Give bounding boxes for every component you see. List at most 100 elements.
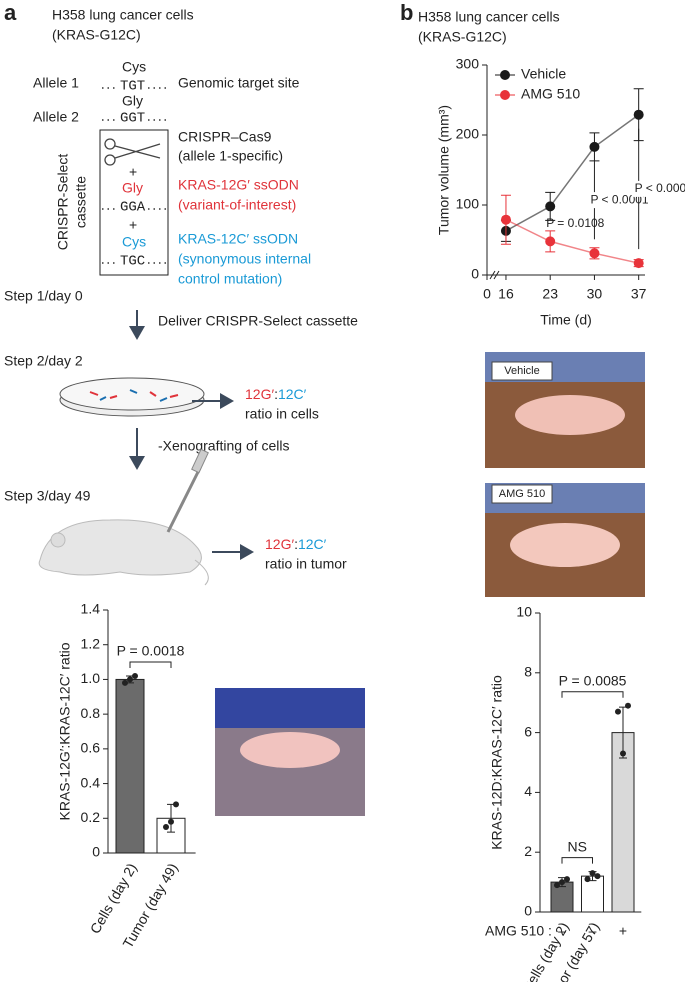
treatment: – bbox=[589, 923, 597, 939]
data-point bbox=[589, 141, 600, 152]
step: Step 2/day 2 bbox=[4, 353, 83, 369]
description: (synonymous internal bbox=[178, 251, 311, 267]
bar bbox=[611, 732, 635, 913]
bracket bbox=[129, 661, 172, 668]
ratio: 12G′:12C′ bbox=[265, 536, 327, 552]
sequence: GGT bbox=[120, 111, 145, 127]
x-tick-label: 30 bbox=[587, 286, 603, 302]
y-tick-label: 0.8 bbox=[81, 705, 101, 721]
data-point bbox=[620, 750, 626, 757]
description: (allele 1-specific) bbox=[178, 148, 283, 164]
step-text: Deliver CRISPR-Select cassette bbox=[158, 313, 358, 329]
title: (KRAS-G12C) bbox=[418, 29, 507, 45]
y-tick-label: 6 bbox=[524, 723, 532, 739]
legend-marker bbox=[500, 70, 510, 80]
y-tick-label: 200 bbox=[456, 126, 480, 142]
data-point bbox=[584, 876, 591, 883]
bar bbox=[581, 875, 604, 913]
data-point bbox=[132, 672, 138, 679]
step: Step 3/day 49 bbox=[4, 488, 91, 504]
data-point bbox=[615, 708, 621, 715]
y-tick-label: 0 bbox=[471, 266, 479, 282]
title: H358 lung cancer cells bbox=[418, 9, 560, 25]
data-point bbox=[589, 870, 596, 877]
x-tick-label: 23 bbox=[542, 286, 558, 302]
y-tick-label: 1.4 bbox=[81, 601, 101, 617]
data-point bbox=[127, 676, 133, 683]
axis-break bbox=[489, 270, 500, 280]
annotation: P < 0.0001 bbox=[635, 181, 685, 195]
y-tick-label: 0.4 bbox=[81, 774, 101, 790]
photo-label: Vehicle bbox=[504, 365, 539, 377]
allele: Allele 2 bbox=[33, 109, 79, 125]
title: H358 lung cancer cells bbox=[52, 7, 194, 23]
treatment: + bbox=[619, 923, 627, 939]
ratio-text: ratio in cells bbox=[245, 406, 319, 422]
description: Genomic target site bbox=[178, 75, 300, 91]
y-tick-label: 8 bbox=[524, 664, 532, 680]
legend-label: AMG 510 bbox=[521, 86, 580, 102]
series-line bbox=[505, 114, 640, 232]
scissors bbox=[104, 138, 161, 166]
x-tick-label: 0 bbox=[483, 286, 491, 302]
data-point bbox=[633, 258, 644, 269]
x-axis-label: Time (d) bbox=[540, 312, 592, 328]
data-point bbox=[545, 201, 556, 212]
data-point bbox=[625, 702, 631, 709]
allele: Allele 1 bbox=[33, 75, 79, 91]
step: Step 1/day 0 bbox=[4, 288, 83, 304]
y-tick-label: 1.2 bbox=[81, 635, 101, 651]
plus: + bbox=[129, 164, 137, 180]
panel-label: a bbox=[4, 0, 17, 25]
bracket bbox=[561, 857, 593, 864]
annotation: P = 0.0018 bbox=[117, 643, 185, 659]
y-tick-label: 0 bbox=[92, 844, 100, 860]
data-point bbox=[168, 818, 174, 825]
y-tick-label: 0.2 bbox=[81, 809, 101, 825]
photo-label-box bbox=[491, 484, 553, 504]
annotation: P = 0.0085 bbox=[559, 672, 627, 688]
photo bbox=[215, 688, 365, 816]
photo-label-box bbox=[491, 361, 553, 381]
annotation: NS bbox=[568, 838, 587, 854]
amino-acid: Cys bbox=[122, 59, 146, 75]
series-line bbox=[505, 219, 639, 264]
data-point bbox=[633, 109, 644, 120]
bar bbox=[115, 678, 145, 854]
petri-dish bbox=[59, 377, 205, 417]
description: CRISPR–Cas9 bbox=[178, 129, 272, 145]
amino-acid: Gly bbox=[122, 180, 143, 196]
data-point bbox=[545, 236, 556, 247]
amino-acid: Gly bbox=[122, 93, 143, 109]
cassette-label: CRISPR-Select bbox=[55, 154, 71, 251]
panel-label: b bbox=[400, 0, 413, 25]
data-point bbox=[163, 823, 169, 830]
plus: + bbox=[129, 217, 137, 233]
y-tick-label: 0.6 bbox=[81, 740, 101, 756]
data-point bbox=[122, 679, 128, 686]
treatment: – bbox=[558, 923, 566, 939]
data-point bbox=[594, 873, 601, 880]
data-point bbox=[173, 801, 179, 808]
x-tick-label: 37 bbox=[631, 286, 647, 302]
y-tick-label: 10 bbox=[516, 604, 532, 620]
y-tick-label: 300 bbox=[456, 56, 480, 72]
y-axis-label: KRAS-12G′:KRAS-12C′ ratio bbox=[57, 642, 73, 820]
y-axis-label: KRAS-12D:KRAS-12C′ ratio bbox=[489, 675, 505, 850]
legend-label: Vehicle bbox=[521, 66, 566, 82]
legend-marker bbox=[500, 90, 510, 100]
data-point bbox=[559, 879, 565, 886]
title: (KRAS-G12C) bbox=[52, 27, 141, 43]
y-tick-label: 4 bbox=[524, 783, 532, 799]
data-point bbox=[500, 214, 511, 225]
x-tick-label: 16 bbox=[498, 286, 514, 302]
sequence: TGC bbox=[120, 254, 145, 270]
annotation-bg bbox=[631, 180, 685, 197]
step-text: -Xenografting of cells bbox=[158, 438, 290, 454]
y-tick-label: 0 bbox=[524, 903, 532, 919]
bracket bbox=[561, 691, 624, 698]
data-point bbox=[589, 248, 600, 259]
data-point bbox=[554, 882, 560, 889]
description: KRAS-12G′ ssODN bbox=[178, 177, 299, 193]
